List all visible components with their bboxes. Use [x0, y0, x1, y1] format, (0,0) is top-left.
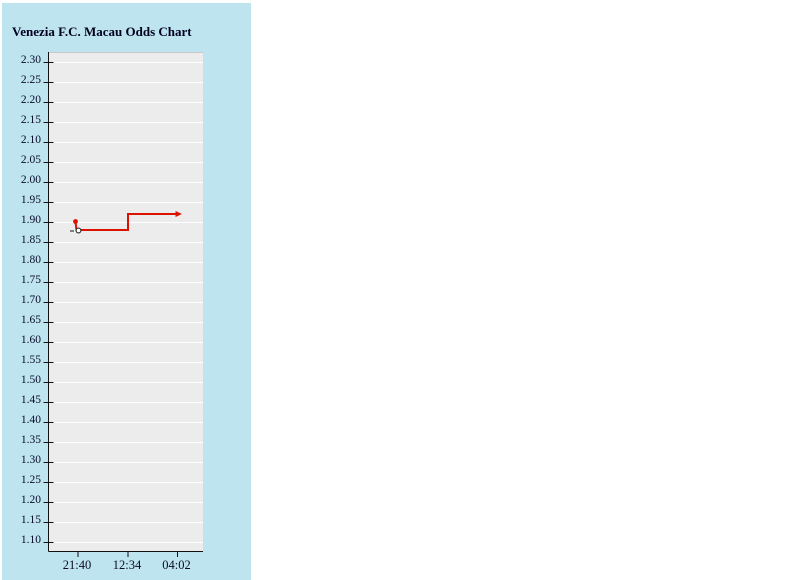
open-circle-marker: [75, 227, 82, 234]
y-tick-label: 2.25: [21, 74, 41, 86]
chart-title: Venezia F.C. Macau Odds Chart: [12, 24, 192, 39]
y-tick-label: 2.05: [21, 154, 41, 166]
x-tick-label: 21:40: [63, 558, 91, 572]
y-tick-label: 1.10: [21, 534, 41, 546]
y-tick-label: 1.15: [21, 514, 41, 526]
y-tick-label: 1.45: [21, 394, 41, 406]
start-dot-marker: [73, 219, 78, 224]
y-tick-label: 2.00: [21, 174, 41, 186]
y-tick-label: 1.20: [21, 494, 41, 506]
y-tick-label: 1.25: [21, 474, 41, 486]
y-tick-label: 1.85: [21, 234, 41, 246]
x-tick-label: 04:02: [162, 558, 190, 572]
y-tick-label: 1.90: [21, 214, 41, 226]
y-tick-label: 1.35: [21, 434, 41, 446]
y-tick-label: 1.65: [21, 314, 41, 326]
y-tick-label: 1.60: [21, 334, 41, 346]
end-arrow-marker: [175, 211, 182, 217]
odds-line: [74, 213, 178, 231]
odds-chart-canvas: 2.30 2.25 2.20 2.15 2.10 2.05 2.00 1.95 1.90 1.85…: [21, 52, 203, 572]
x-tick-label: 12:34: [113, 558, 142, 572]
y-tick-label: 2.15: [21, 114, 41, 126]
y-tick-label: 1.50: [21, 374, 41, 386]
y-tick-label: 1.30: [21, 454, 41, 466]
y-tick-label: 1.75: [21, 274, 41, 286]
y-tick-label: 2.10: [21, 134, 41, 146]
y-tick-label: 2.20: [21, 94, 41, 106]
y-tick-label: 2.30: [21, 54, 41, 66]
y-tick-label: 1.40: [21, 414, 41, 426]
y-tick-label: 1.80: [21, 254, 41, 266]
y-tick-label: 1.55: [21, 354, 41, 366]
y-tick-label: 1.70: [21, 294, 41, 306]
plot-area: [49, 52, 203, 552]
y-tick-label: 1.95: [21, 194, 41, 206]
